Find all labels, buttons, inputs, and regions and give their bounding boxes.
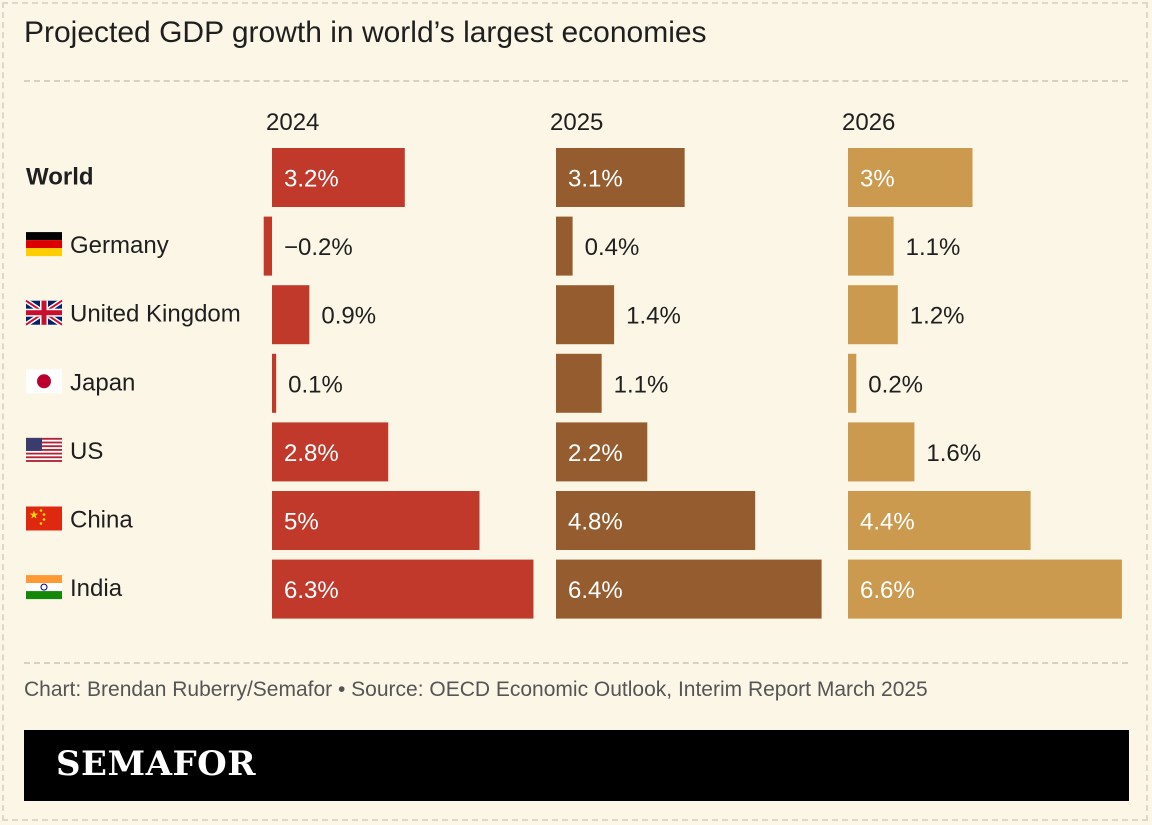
row-germany: Germany −0.2% 0.4% 1.1% [26,216,961,276]
bar-2024 [263,216,272,276]
uk-flag-icon [24,298,64,327]
data-label-2026: 1.1% [906,234,961,261]
bar-2026 [848,422,915,482]
bar-2026 [848,491,1031,550]
data-label-2026: 1.6% [926,440,981,467]
row-us: US 2.8% 2.2% 1.6% [26,422,981,482]
bar-2025 [556,353,602,413]
bar-2025 [556,216,573,276]
chart-source-credit: Chart: Brendan Ruberry/Semafor • Source:… [24,678,928,701]
data-label-2024: 3.2% [284,166,339,193]
data-label-2025: 3.1% [568,166,623,193]
column-header-2026: 2026 [842,109,895,136]
data-label-2026: 1.2% [910,303,965,330]
bar-2025 [556,559,822,619]
row-world: World 3.2% 3.1% 3% [26,148,973,207]
chart-title: Projected GDP growth in world’s largest … [24,16,707,49]
data-label-2025: 4.8% [568,509,623,536]
category-label: Japan [70,369,135,396]
bar-2026 [848,285,898,345]
bar-2026 [848,216,894,276]
us-flag-icon [26,437,62,462]
bar-2025 [556,285,615,345]
row-japan: Japan 0.1% 1.1% 0.2% [26,353,923,413]
data-label-2024: 0.9% [321,303,376,330]
data-label-2026: 3% [860,166,895,193]
semafor-logo: SEMAFOR [56,744,256,784]
data-label-2026: 0.2% [868,371,923,398]
bar-2026 [848,148,973,207]
svg-text:★: ★ [29,509,39,522]
data-label-2025: 0.4% [585,234,640,261]
category-label: China [70,507,133,534]
data-label-2024: 6.3% [284,577,339,604]
bar-2024 [272,422,389,482]
germany-flag-icon [26,232,62,257]
bar-2025 [556,422,648,482]
japan-flag-icon [26,369,62,394]
category-label: World [26,164,94,191]
title-divider [24,80,1128,82]
bar-2025 [556,491,756,550]
data-label-2025: 6.4% [568,577,623,604]
data-label-2025: 1.1% [614,371,669,398]
bar-2025 [556,148,685,207]
category-label: US [70,438,103,465]
bar-2026 [848,559,1122,619]
data-label-2026: 4.4% [860,509,915,536]
bar-2024 [272,491,480,550]
category-label: Germany [70,232,169,259]
brand-bar: SEMAFOR [24,730,1129,801]
gdp-bar-chart: 2024 2025 2026 World 3.2% 3.1% 3% Germany −0.2% 0… [24,109,1122,619]
data-label-2024: 2.8% [284,440,339,467]
column-header-2024: 2024 [266,109,319,136]
data-label-2026: 6.6% [860,577,915,604]
row-united-kingdom: United Kingdom 0.9% 1.4% 1.2% [24,285,965,345]
data-label-2024: −0.2% [284,234,353,261]
bar-2024 [272,559,534,619]
data-label-2025: 1.4% [626,303,681,330]
bar-2024 [272,285,310,345]
column-header-2025: 2025 [550,109,603,136]
data-label-2025: 2.2% [568,440,623,467]
category-label: United Kingdom [70,301,241,328]
footer-divider [24,662,1128,664]
row-china: ★ China 5% 4.8% 4.4% [26,491,1031,550]
data-label-2024: 0.1% [288,371,343,398]
bar-2026 [848,353,857,413]
category-label: India [70,575,123,602]
data-label-2024: 5% [284,509,319,536]
bar-2024 [272,148,405,207]
bar-2024 [272,353,277,413]
row-india: India 6.3% 6.4% 6.6% [26,559,1122,619]
india-flag-icon [26,575,62,600]
china-flag-icon: ★ [26,506,62,531]
